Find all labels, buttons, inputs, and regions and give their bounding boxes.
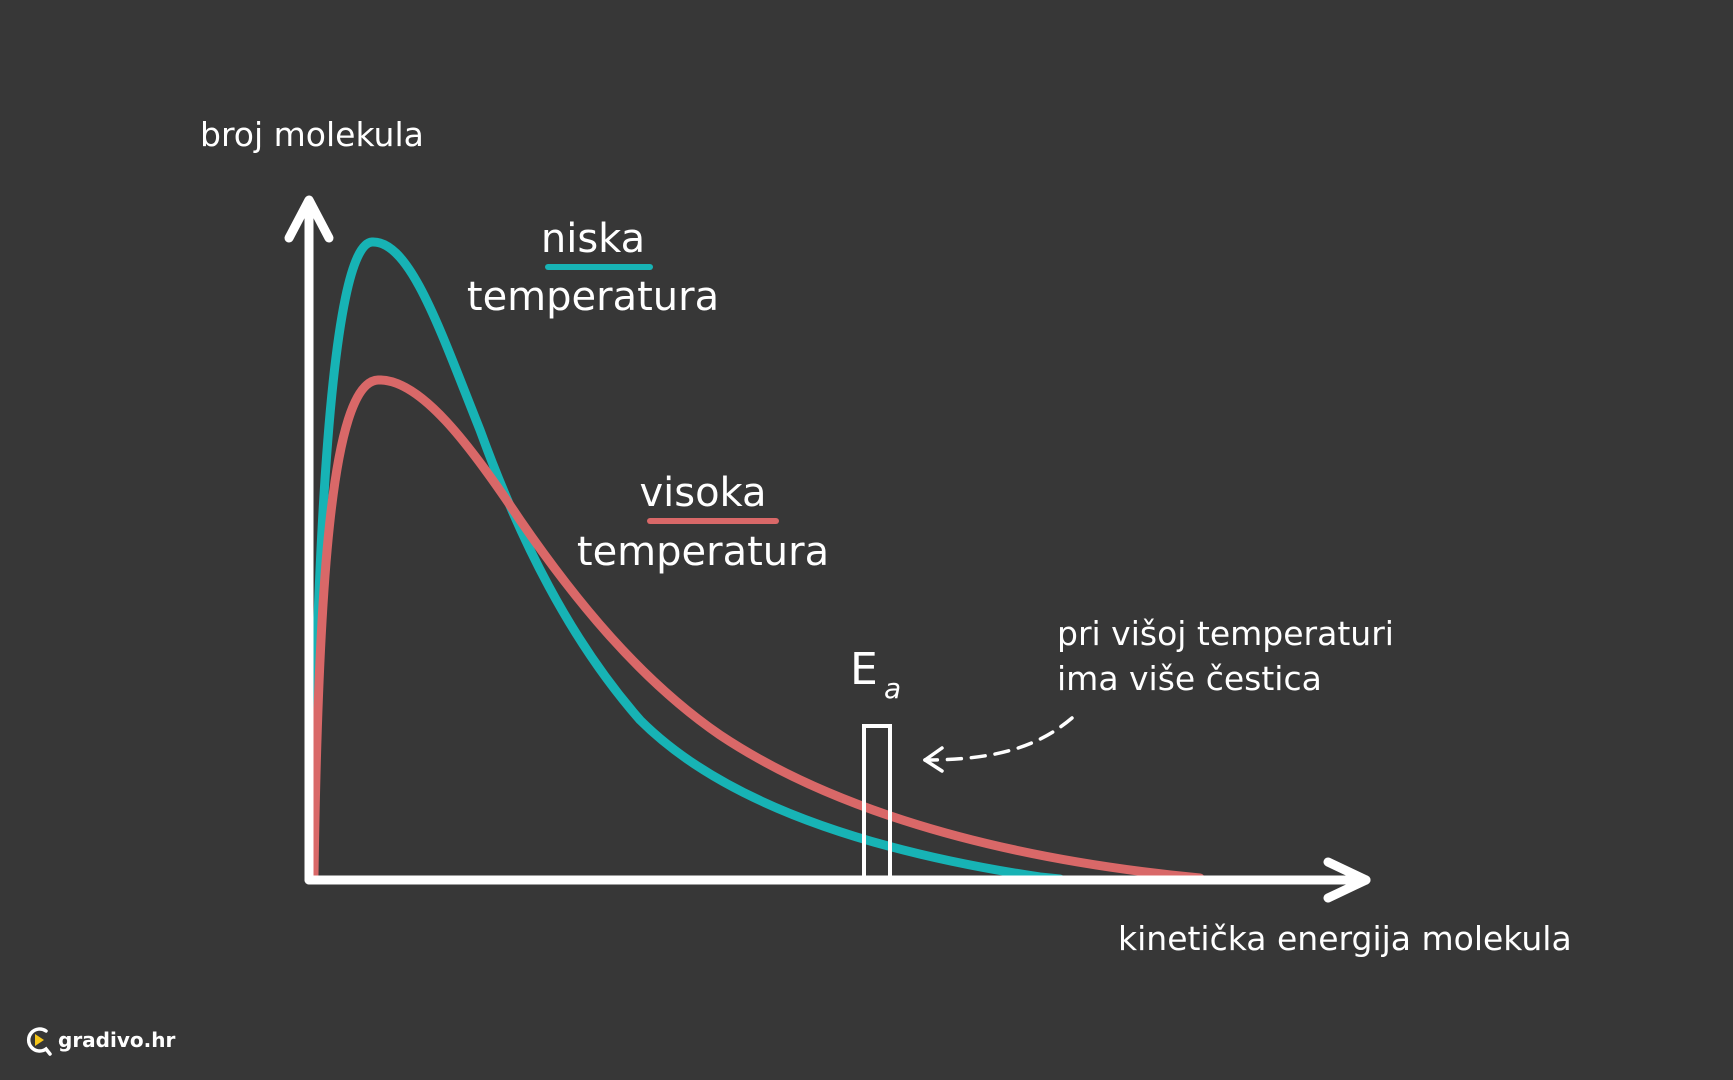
x-axis-label: kinetička energija molekula (1118, 919, 1572, 958)
gradivo-logo-icon (26, 1027, 52, 1056)
y-axis-label: broj molekula (200, 115, 424, 154)
low-temperature-curve (307, 237, 1065, 884)
annotation-line2: ima više čestica (1057, 659, 1322, 698)
high-temperature-curve (309, 375, 1205, 883)
dashed-arrow-icon (923, 716, 1074, 773)
x-axis-arrowhead (1323, 857, 1371, 903)
low-temp-label-line2: temperatura (467, 274, 719, 320)
annotation-line1: pri višoj temperaturi (1057, 614, 1394, 653)
gradivo-logo[interactable]: gradivo.hr (24, 1022, 175, 1058)
high-temp-label-line2: temperatura (577, 529, 829, 575)
logo-text: gradivo.hr (58, 1028, 176, 1052)
high-temp-label-line1: visoka (639, 470, 766, 516)
activation-energy-subscript: a (884, 672, 901, 705)
low-temp-label-line1: niska (541, 216, 645, 262)
activation-energy-bar (862, 724, 892, 882)
axes (284, 195, 1371, 903)
activation-energy-symbol: E (850, 644, 878, 695)
y-axis-arrowhead (284, 195, 334, 243)
